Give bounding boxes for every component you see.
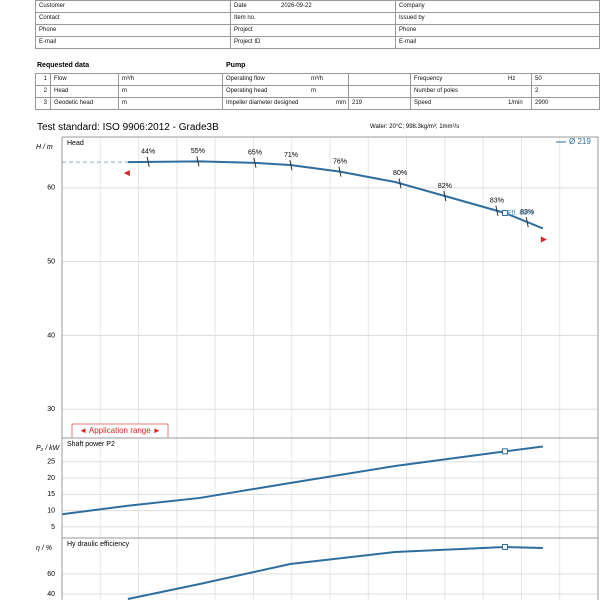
y-tick-label: 20 <box>47 475 55 482</box>
duty-point <box>501 209 508 216</box>
chart-title: Shaft power P2 <box>67 441 115 448</box>
header-value: 2026-09-22 <box>281 3 312 9</box>
efficiency-tick <box>196 156 200 167</box>
series-line <box>127 160 544 230</box>
y-tick-label: 60 <box>47 185 55 192</box>
efficiency-tick <box>443 190 447 202</box>
row-label: Impeller diameter designed <box>222 97 349 110</box>
efficiency-tick <box>495 205 499 216</box>
efficiency-tick <box>146 156 150 167</box>
range-marker <box>540 236 547 243</box>
efficiency-tick <box>398 178 402 189</box>
y-axis-label: P₂ / kW <box>36 445 61 452</box>
range-marker <box>123 170 130 177</box>
application-range: ◄ Application range ► <box>79 426 161 435</box>
efficiency-label: 71% <box>284 152 298 159</box>
efficiency-tick <box>338 166 342 177</box>
efficiency-label: 65% <box>248 150 262 157</box>
efficiency-label: 55% <box>191 148 205 155</box>
y-tick-label: 40 <box>47 591 55 598</box>
row-unit: m <box>311 88 316 94</box>
row-number: 3 <box>35 97 51 110</box>
chart-title: Head <box>67 140 84 147</box>
legend-entry: Ø 219 <box>569 137 591 146</box>
y-tick-label: 25 <box>47 459 55 466</box>
row-value: 2900 <box>531 97 600 110</box>
y-axis-label: η / % <box>36 545 52 552</box>
efficiency-label: 44% <box>141 149 155 156</box>
y-tick-label: 50 <box>47 259 55 266</box>
efficiency-label: 80% <box>393 170 407 177</box>
row-unit: Hz <box>508 76 516 82</box>
y-tick-label: 60 <box>47 571 55 578</box>
efficiency-label: 82% <box>438 183 452 190</box>
row-label: Geodetic head <box>50 97 119 110</box>
row-unit: 1/min <box>508 100 523 106</box>
efficiency-tick <box>289 160 293 171</box>
efficiency-label: 83% <box>520 209 534 216</box>
y-tick-label: 10 <box>47 507 55 514</box>
y-tick-label: 15 <box>47 491 55 498</box>
y-tick-label: 40 <box>47 332 55 339</box>
efficiency-label: 76% <box>333 159 347 166</box>
row-unit: m³/h <box>311 76 323 82</box>
efficiency-tick <box>253 157 257 168</box>
row-unit: m <box>118 97 223 110</box>
efficiency-label: 83% <box>490 198 504 205</box>
duty-point <box>501 544 508 550</box>
section-title: Requested data <box>37 62 90 69</box>
efficiency-tick <box>525 216 529 228</box>
y-tick-label: 5 <box>51 524 55 531</box>
section-title: Pump <box>226 62 246 69</box>
chart-title: Hy draulic efficiency <box>67 541 130 548</box>
plot-area <box>62 137 598 600</box>
y-tick-label: 30 <box>47 406 55 413</box>
series-line <box>127 545 543 600</box>
duty-point <box>501 448 508 455</box>
y-axis-label: H / m <box>36 144 53 151</box>
fluid: Water: 20°C; 998.3kg/m³; 1mm²/s <box>370 124 460 130</box>
header-cell: E-mail <box>395 36 600 49</box>
row-unit: mm <box>336 100 346 106</box>
annotation: Eff. 83% <box>507 210 533 217</box>
series-line <box>62 445 543 516</box>
test-standard: Test standard: ISO 9906:2012 - Grade3B <box>37 122 219 133</box>
header-cell: Project ID <box>230 36 396 49</box>
header-cell: E-mail <box>35 36 231 49</box>
row-value: 219 <box>348 97 411 110</box>
